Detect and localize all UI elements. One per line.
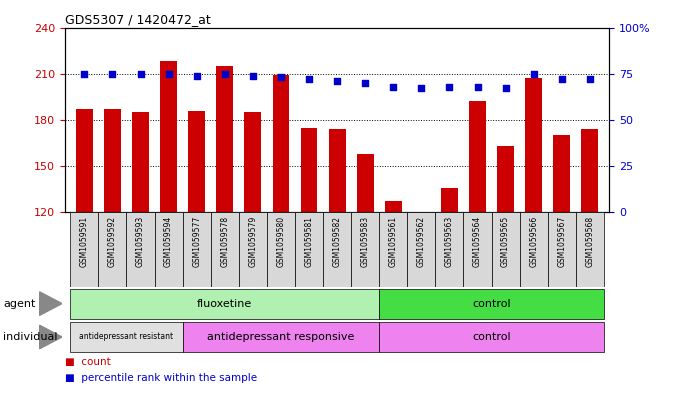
Bar (183, 212, 210, 287)
Text: GSM1059566: GSM1059566 (529, 216, 538, 267)
Text: agent: agent (3, 299, 36, 309)
Point (135, 70, 146, 77)
Text: antidepressant resistant: antidepressant resistant (80, 332, 174, 342)
Point (219, 70, 230, 77)
Bar (217, 66, 233, 212)
Bar (407, 212, 435, 287)
Bar (492, 212, 520, 287)
Bar (155, 212, 183, 287)
Text: ■  percentile rank within the sample: ■ percentile rank within the sample (65, 373, 257, 383)
Text: GSM1059582: GSM1059582 (332, 216, 342, 267)
Bar (464, 212, 492, 287)
Text: GSM1059583: GSM1059583 (361, 216, 370, 267)
Bar (70, 288, 379, 319)
Bar (497, 146, 514, 212)
Text: GSM1059581: GSM1059581 (304, 216, 313, 267)
Text: fluoxetine: fluoxetine (197, 299, 253, 309)
Bar (385, 202, 402, 212)
Bar (160, 61, 177, 212)
Polygon shape (39, 325, 62, 349)
Bar (582, 129, 599, 212)
Bar (469, 101, 486, 212)
Bar (329, 129, 345, 212)
Bar (357, 154, 374, 212)
Bar (244, 112, 262, 212)
Text: control: control (472, 332, 511, 342)
Bar (104, 109, 121, 212)
Point (191, 72, 202, 79)
Bar (379, 322, 604, 352)
Point (444, 83, 455, 90)
Text: GSM1059567: GSM1059567 (557, 216, 567, 267)
Bar (295, 212, 323, 287)
Bar (300, 128, 317, 212)
Point (387, 83, 398, 90)
Point (556, 76, 567, 83)
Point (472, 83, 483, 90)
Point (304, 76, 315, 83)
Text: GSM1059562: GSM1059562 (417, 216, 426, 267)
Point (276, 74, 287, 81)
Point (584, 76, 595, 83)
Bar (435, 212, 464, 287)
Text: GDS5307 / 1420472_at: GDS5307 / 1420472_at (65, 13, 210, 26)
Bar (441, 187, 458, 212)
Bar (70, 212, 98, 287)
Point (416, 85, 427, 92)
Bar (98, 212, 127, 287)
Bar (520, 212, 548, 287)
Bar (70, 322, 183, 352)
Point (360, 80, 370, 86)
Bar (267, 212, 295, 287)
Bar (239, 212, 267, 287)
Bar (379, 288, 604, 319)
Bar (525, 78, 542, 212)
Text: GSM1059561: GSM1059561 (389, 216, 398, 267)
Bar (548, 212, 576, 287)
Bar (272, 75, 289, 212)
Bar (188, 111, 205, 212)
Text: GSM1059593: GSM1059593 (136, 216, 145, 267)
Text: GSM1059564: GSM1059564 (473, 216, 482, 267)
Text: GSM1059563: GSM1059563 (445, 216, 454, 267)
Polygon shape (39, 292, 62, 315)
Text: ■  count: ■ count (65, 358, 110, 367)
Text: GSM1059592: GSM1059592 (108, 216, 117, 267)
Text: individual: individual (3, 332, 58, 342)
Bar (576, 212, 604, 287)
Point (247, 72, 258, 79)
Text: GSM1059594: GSM1059594 (164, 216, 173, 267)
Text: control: control (472, 299, 511, 309)
Text: GSM1059578: GSM1059578 (220, 216, 229, 267)
Point (79, 70, 90, 77)
Point (332, 78, 343, 84)
Point (528, 70, 539, 77)
Text: antidepressant responsive: antidepressant responsive (207, 332, 355, 342)
Bar (127, 212, 155, 287)
Bar (554, 135, 570, 212)
Bar (351, 212, 379, 287)
Point (500, 85, 511, 92)
Text: GSM1059577: GSM1059577 (192, 216, 201, 267)
Bar (183, 322, 379, 352)
Text: GSM1059565: GSM1059565 (501, 216, 510, 267)
Point (107, 70, 118, 77)
Text: GSM1059591: GSM1059591 (80, 216, 89, 267)
Bar (132, 112, 149, 212)
Bar (323, 212, 351, 287)
Bar (379, 212, 407, 287)
Bar (76, 109, 93, 212)
Text: GSM1059568: GSM1059568 (586, 216, 595, 267)
Point (163, 70, 174, 77)
Text: GSM1059580: GSM1059580 (276, 216, 285, 267)
Text: GSM1059579: GSM1059579 (249, 216, 257, 267)
Bar (210, 212, 239, 287)
